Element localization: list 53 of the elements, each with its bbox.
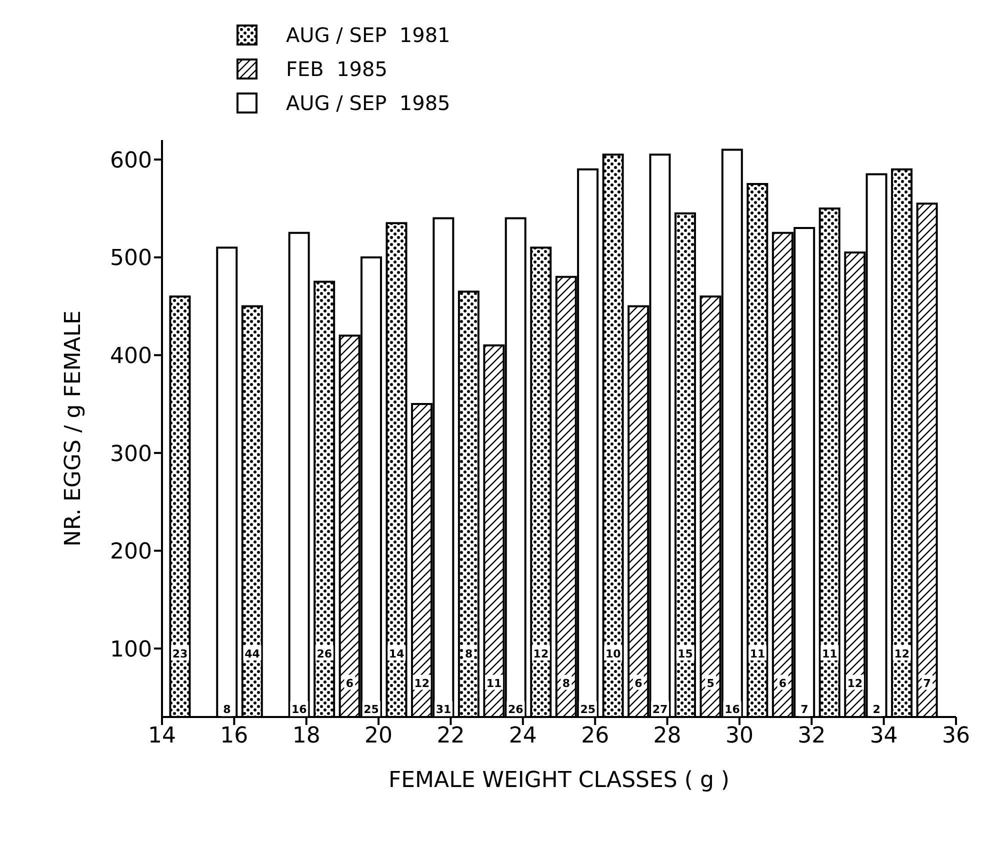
annotation: 11 xyxy=(486,676,502,690)
y-axis-title: NR. EGGS / g FEMALE xyxy=(60,310,86,547)
x-tick-label: 22 xyxy=(436,724,465,749)
annotation: 44 xyxy=(244,647,260,660)
annotation: 8 xyxy=(223,703,231,716)
annotation: 14 xyxy=(388,647,405,660)
y-tick-label: 100 xyxy=(110,637,152,662)
annotation: 7 xyxy=(800,703,808,716)
annotation: 26 xyxy=(508,703,524,716)
y-tick-label: 400 xyxy=(110,344,152,369)
y-tick-label: 500 xyxy=(110,246,152,272)
annotation: 2 xyxy=(872,703,880,716)
annotation: 10 xyxy=(605,647,622,660)
annotation: 6 xyxy=(634,676,643,690)
annotation: 7 xyxy=(923,676,931,690)
annotation: 16 xyxy=(724,703,740,716)
annotation: 12 xyxy=(414,676,430,690)
annotation: 27 xyxy=(652,703,668,716)
annotation: 16 xyxy=(291,703,308,716)
annotation: 6 xyxy=(346,676,354,690)
x-tick-label: 24 xyxy=(508,724,537,749)
x-tick-label: 20 xyxy=(364,724,393,749)
y-tick-label: 600 xyxy=(110,148,152,174)
annotation: 11 xyxy=(750,647,766,660)
annotation: 25 xyxy=(580,703,596,716)
x-tick-label: 28 xyxy=(653,724,682,749)
annotation: 8 xyxy=(562,676,570,690)
annotation: 26 xyxy=(316,647,332,660)
x-tick-label: 18 xyxy=(292,724,320,749)
x-tick-label: 16 xyxy=(220,724,248,749)
annotation: 15 xyxy=(678,647,693,660)
x-tick-label: 14 xyxy=(148,724,176,749)
x-tick-label: 30 xyxy=(725,724,754,749)
annotation: 12 xyxy=(847,676,863,690)
x-tick-label: 32 xyxy=(798,724,826,749)
annotation: 12 xyxy=(533,647,549,660)
annotation: 25 xyxy=(364,703,379,716)
legend-label: FEB 1985 xyxy=(286,57,388,81)
y-tick-label: 200 xyxy=(110,540,152,565)
x-tick-label: 36 xyxy=(942,724,970,749)
x-tick-label: 34 xyxy=(870,724,898,749)
annotation: 11 xyxy=(822,647,838,660)
x-axis-title: FEMALE WEIGHT CLASSES ( g ) xyxy=(388,768,730,793)
legend-label: AUG / SEP 1985 xyxy=(286,91,450,115)
annotation: 23 xyxy=(172,647,188,660)
annotation: 6 xyxy=(778,676,787,690)
y-tick-label: 300 xyxy=(110,442,152,467)
x-tick-label: 26 xyxy=(581,724,610,749)
annotation: 5 xyxy=(706,676,714,690)
annotation: 31 xyxy=(436,703,452,716)
annotation: 12 xyxy=(894,647,910,660)
annotation: 8 xyxy=(464,647,473,660)
legend-label: AUG / SEP 1981 xyxy=(286,23,450,47)
